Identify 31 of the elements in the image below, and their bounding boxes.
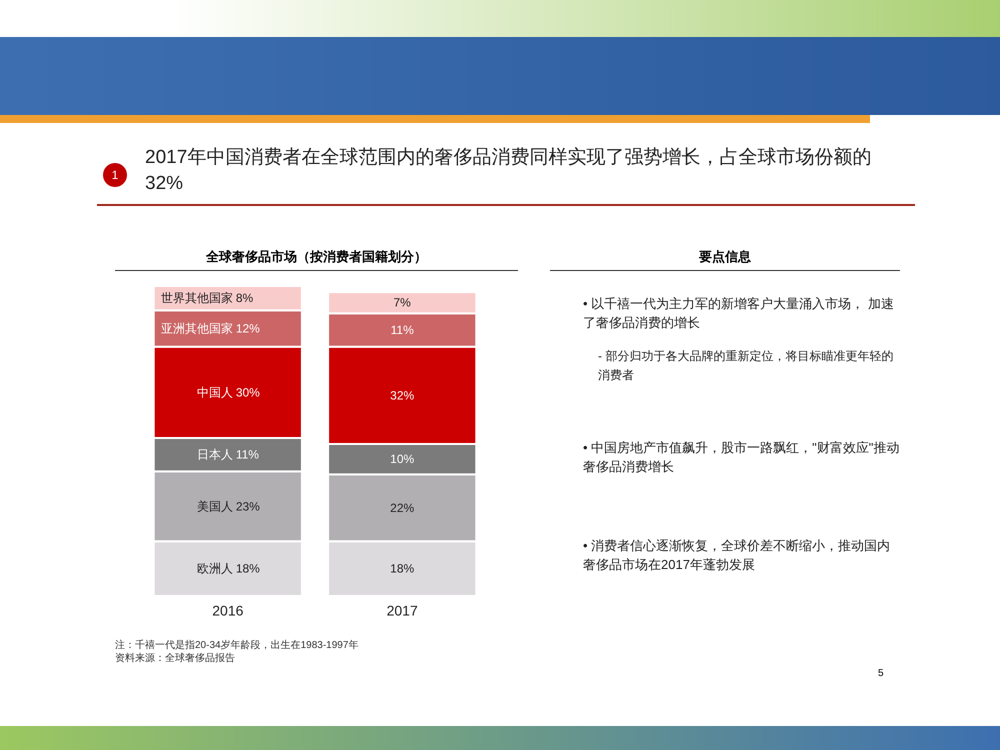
series-label: 日本人 <box>196 448 233 462</box>
data-label: 18% <box>236 562 260 576</box>
text: 资料来源：全球奢侈品报告 <box>115 652 235 665</box>
text: 要点信息 <box>550 248 900 271</box>
series-label: 亚洲其他国家 <box>160 322 233 336</box>
x-tick-label: 2016 <box>212 602 244 618</box>
series-label: 世界其他国家 <box>160 291 233 306</box>
series-label: 美国人 <box>196 499 233 514</box>
data-label: 23% <box>236 499 260 514</box>
chart-title: 2017年中国消费者在全球范围内的奢侈品消费同样实现了强势增长，占全球市场份额的32% <box>145 146 872 196</box>
data-label: 32% <box>390 388 415 402</box>
text: • 以千禧一代为主力军的新增客户大量涌入市场， 加速了奢侈品消费的增长 <box>583 295 895 332</box>
text: 1 <box>103 163 127 187</box>
data-label: 10% <box>390 452 415 466</box>
text: • 中国房地产市值飙升，股市一路飘红，"财富效应"推动奢侈品消费增长 <box>583 439 900 476</box>
series-label: 中国人 <box>196 385 233 400</box>
text: 5 <box>878 668 884 679</box>
series-label: 欧洲人 <box>196 562 233 576</box>
data-label: 11% <box>236 448 260 462</box>
data-label: 22% <box>390 500 415 515</box>
text: • 消费者信心逐渐恢复，全球价差不断缩小，推动国内奢侈品市场在2017年蓬勃发展 <box>583 537 892 574</box>
chart-subtitle: 全球奢侈品市场（按消费者国籍划分） <box>115 248 518 271</box>
text: 注：千禧一代是指20-34岁年龄段，出生在1983-1997年 <box>115 638 358 652</box>
data-label: 30% <box>236 385 260 400</box>
data-label: 8% <box>236 291 254 306</box>
data-label: 18% <box>390 562 415 576</box>
data-label: 11% <box>390 323 414 338</box>
x-tick-label: 2017 <box>386 602 418 618</box>
text: - 部分归功于各大品牌的重新定位，将目标瞄准更年轻的消费者 <box>598 348 894 384</box>
data-label: 7% <box>394 296 412 310</box>
data-label: 12% <box>236 322 260 336</box>
